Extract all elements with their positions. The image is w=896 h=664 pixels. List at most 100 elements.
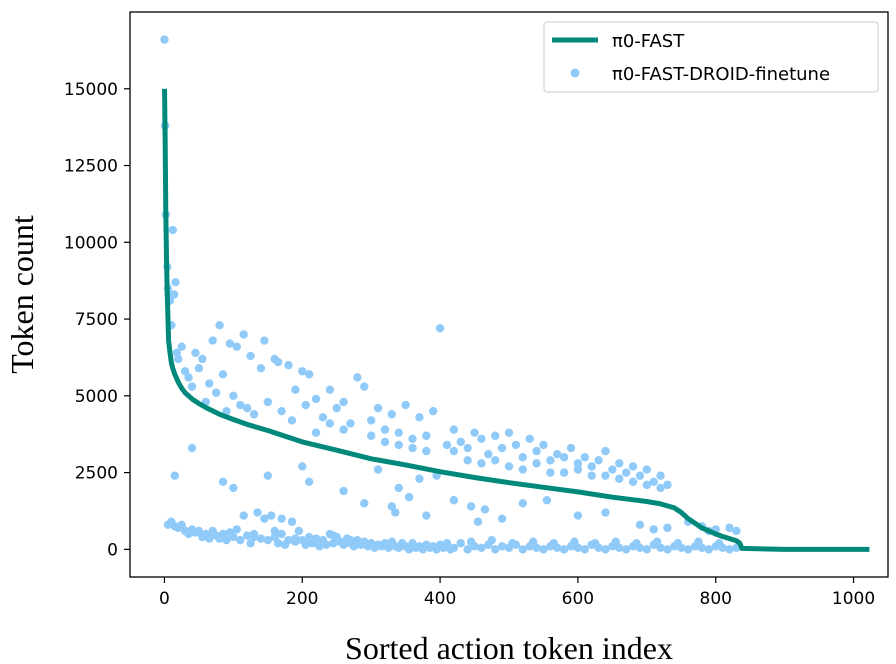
- scatter-point: [615, 459, 624, 468]
- scatter-point: [525, 434, 534, 444]
- scatter-point: [187, 382, 197, 391]
- scatter-point: [287, 416, 297, 425]
- scatter-point: [246, 351, 255, 361]
- scatter-point: [615, 474, 624, 483]
- scatter-point: [267, 511, 276, 520]
- scatter-point: [332, 403, 341, 413]
- scatter-point: [339, 486, 348, 496]
- scatter-point: [518, 465, 527, 474]
- scatter-point: [559, 545, 569, 554]
- scatter-point: [191, 348, 200, 358]
- scatter-point: [628, 462, 638, 471]
- y-tick-label: 15000: [64, 80, 118, 100]
- scatter-point: [194, 363, 204, 373]
- scatter-point: [232, 342, 242, 351]
- scatter-point: [339, 397, 348, 407]
- scatter-point: [508, 539, 517, 548]
- scatter-point: [642, 480, 652, 490]
- scatter-point: [491, 456, 500, 465]
- scatter-point: [180, 367, 190, 376]
- legend-entry-line: π0-FAST: [612, 31, 685, 52]
- x-tick-label: 600: [562, 589, 594, 609]
- scatter-point: [298, 367, 307, 376]
- scatter-point: [284, 535, 293, 545]
- scatter-point: [346, 419, 355, 428]
- scatter-point: [211, 388, 221, 397]
- scatter-point: [518, 545, 527, 554]
- scatter-point: [573, 543, 583, 553]
- scatter-point: [242, 403, 252, 413]
- scatter-point: [484, 449, 493, 459]
- scatter-point: [256, 534, 266, 543]
- scatter-point: [615, 543, 624, 553]
- scatter-point: [415, 474, 424, 483]
- scatter-point: [194, 526, 204, 536]
- scatter-point: [663, 545, 672, 554]
- scatter-point: [380, 425, 390, 434]
- y-tick-label: 5000: [75, 387, 118, 407]
- legend-entry-scatter: π0-FAST-DROID-finetune: [612, 64, 830, 85]
- scatter-point: [477, 543, 486, 553]
- scatter-point: [394, 428, 403, 437]
- scatter-point: [177, 342, 186, 351]
- scatter-point: [380, 437, 390, 447]
- scatter-point: [694, 537, 703, 546]
- scatter-point: [528, 537, 538, 546]
- scatter-point: [270, 526, 279, 536]
- scatter-point: [325, 385, 335, 394]
- scatter-point: [387, 410, 397, 419]
- series-line-pi0-fast: [162, 88, 870, 552]
- scatter-point: [456, 437, 465, 447]
- scatter-point: [263, 535, 273, 545]
- scatter-point: [573, 511, 583, 520]
- scatter-point: [628, 477, 638, 487]
- scatter-point: [470, 428, 479, 437]
- scatter-point: [366, 431, 376, 440]
- scatter-point: [187, 443, 197, 453]
- scatter-point: [222, 406, 231, 416]
- scatter-point: [463, 545, 472, 554]
- scatter-point: [249, 532, 259, 542]
- scatter-point: [463, 456, 472, 465]
- scatter-point: [570, 537, 579, 546]
- scatter-point: [656, 543, 665, 553]
- scatter-point: [601, 545, 610, 554]
- scatter-point: [404, 492, 414, 502]
- scatter-point: [632, 539, 641, 548]
- scatter-point: [601, 471, 610, 480]
- scatter-point: [594, 456, 603, 465]
- scatter-point: [225, 339, 235, 348]
- scatter-point: [218, 529, 228, 539]
- scatter-point: [497, 542, 507, 551]
- x-axis-ticks: 0 200 400 600 800 1000: [159, 577, 875, 609]
- scatter-point: [298, 462, 307, 471]
- legend-box: [543, 21, 879, 93]
- scatter-point: [539, 440, 548, 450]
- scatter-point: [504, 428, 514, 437]
- scatter-point: [236, 535, 245, 545]
- scatter-point: [553, 449, 562, 459]
- scatter-point: [491, 545, 500, 554]
- scatter-point: [208, 336, 217, 345]
- scatter-point: [652, 537, 662, 546]
- scatter-point: [373, 403, 383, 413]
- scatter-point: [714, 539, 724, 548]
- scatter-point: [329, 531, 338, 540]
- y-tick-label: 12500: [64, 157, 118, 177]
- scatter-point: [329, 539, 338, 548]
- scatter-point: [573, 459, 583, 468]
- plot-frame: [129, 11, 889, 578]
- scatter-point: [539, 545, 548, 554]
- scatter-point: [732, 526, 741, 536]
- scatter-point: [277, 406, 286, 416]
- scatter-point: [725, 545, 734, 554]
- scatter-point: [422, 431, 431, 440]
- scatter-point: [304, 370, 314, 379]
- scatter-point: [683, 545, 693, 554]
- scatter-point: [304, 537, 314, 546]
- scatter-point: [477, 434, 486, 444]
- scatter-point: [511, 440, 521, 450]
- scatter-point: [277, 514, 286, 523]
- scatter-point: [339, 540, 348, 549]
- scatter-point: [497, 514, 507, 523]
